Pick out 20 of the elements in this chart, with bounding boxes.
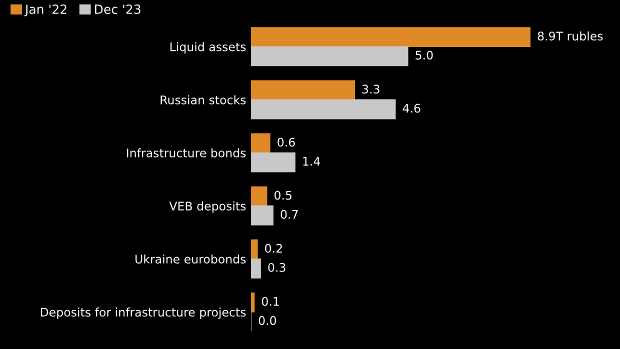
data-label: 0.2 — [265, 244, 282, 253]
y-tick-label: Russian stocks — [160, 95, 246, 104]
data-label: 5.0 — [416, 50, 433, 60]
y-tick-label: VEB deposits — [169, 201, 246, 213]
y-tick-label: Liquid assets — [170, 42, 246, 54]
y-tick-label: Deposits for infrastructure projects — [40, 308, 246, 319]
data-label: 0.1 — [262, 296, 279, 306]
data-label: 0.5 — [274, 190, 292, 200]
data-label: 3.3 — [362, 84, 380, 94]
data-label: 1.4 — [303, 156, 320, 166]
data-label: 0.0 — [258, 316, 276, 325]
legend-label: Dec '23 — [95, 4, 140, 14]
y-tick-label: Ukraine eurobonds — [136, 254, 246, 264]
data-label: 0.3 — [268, 262, 286, 272]
data-label: 8.9T rubles — [538, 31, 603, 41]
legend-label: Jan '22 — [24, 4, 66, 16]
data-label: 0.6 — [278, 138, 295, 147]
data-label: 4.6 — [402, 104, 420, 113]
data-label: 0.7 — [280, 210, 298, 219]
y-tick-label: Infrastructure bonds — [127, 148, 246, 158]
